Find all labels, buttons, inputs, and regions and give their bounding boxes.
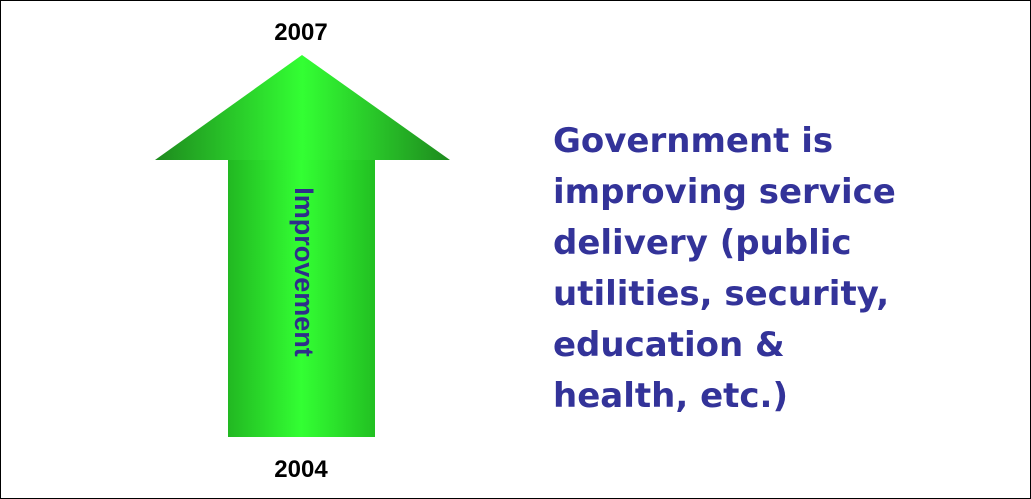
statement-line: improving service bbox=[553, 172, 896, 212]
bottom-label: 2004 bbox=[274, 456, 328, 483]
arrow-label: Improvement bbox=[289, 187, 319, 357]
statement: Government is improving service delivery (… bbox=[553, 121, 896, 416]
statement-line: health, etc.) bbox=[553, 376, 788, 416]
statement-line: delivery (public bbox=[553, 223, 852, 263]
statement-line: Government is bbox=[553, 121, 833, 161]
top-label: 2007 bbox=[274, 19, 327, 46]
statement-line: education & bbox=[553, 325, 785, 365]
statement-line: utilities, security, bbox=[553, 274, 889, 314]
arrow-head bbox=[155, 55, 450, 160]
arrow-shaft bbox=[228, 160, 375, 437]
